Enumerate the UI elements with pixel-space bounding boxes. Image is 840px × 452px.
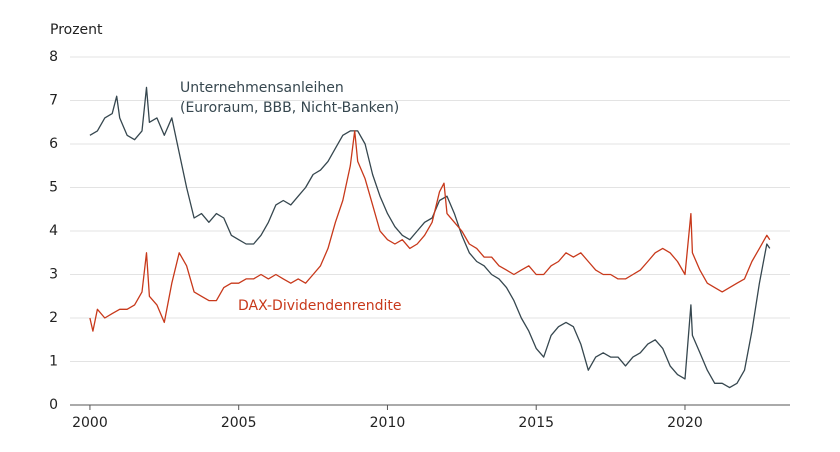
y-tick-label: 0 xyxy=(49,397,58,413)
series-label: Unternehmensanleihen xyxy=(180,80,344,96)
y-tick-label: 5 xyxy=(49,180,58,196)
line xyxy=(89,130,771,332)
y-tick-label: 1 xyxy=(49,354,58,370)
y-tick-label: 2 xyxy=(49,310,58,326)
annotation: (Euroraum, BBB, Nicht-Banken) xyxy=(180,100,399,116)
x-tick-label: 2005 xyxy=(221,415,257,431)
x-tick-label: 2015 xyxy=(518,415,554,431)
x-tick-label: 2020 xyxy=(667,415,703,431)
series-label: DAX-Dividendenrendite xyxy=(238,298,401,314)
x-tick-label: 2010 xyxy=(370,415,406,431)
line xyxy=(89,86,771,389)
y-tick-label: 6 xyxy=(49,136,58,152)
y-tick-label: 7 xyxy=(49,93,58,109)
y-tick-label: 4 xyxy=(49,223,58,239)
y-tick-label: 8 xyxy=(49,49,58,65)
x-tick-label: 2000 xyxy=(72,415,108,431)
y-axis-label: Prozent xyxy=(50,22,103,38)
y-tick-label: 3 xyxy=(49,267,58,283)
